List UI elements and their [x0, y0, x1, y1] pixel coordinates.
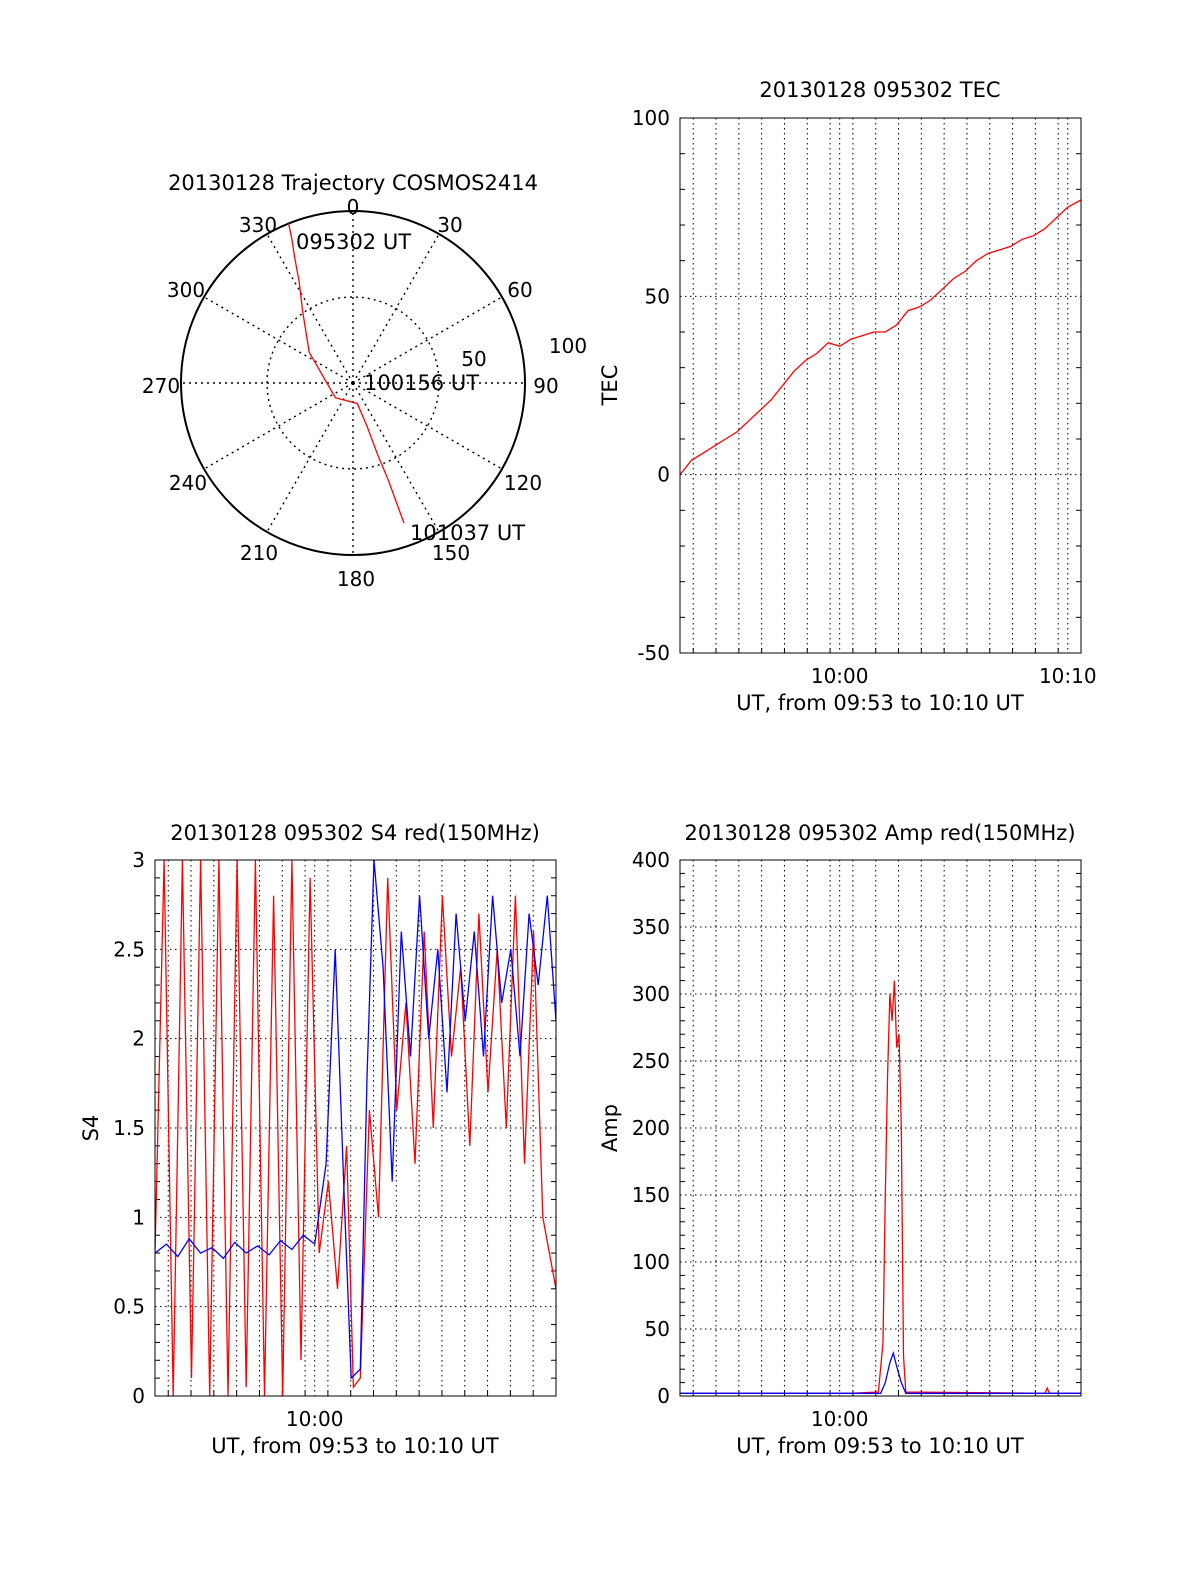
trajectory-mid-label: 100156 UT	[364, 371, 479, 395]
s4-line-chart: 20130128 095302 S4 red(150MHz) 0 0.5 1 1.5 2…	[79, 821, 557, 1458]
y-tick-label: 100	[632, 1250, 670, 1274]
polar-spoke-120	[352, 382, 503, 470]
y-tick-label: 150	[632, 1183, 670, 1207]
x-tick-label: 10:00	[811, 664, 869, 688]
s4-series	[155, 860, 556, 1396]
y-tick-label: 0	[657, 1384, 670, 1408]
tec-y-tick-labels: -50 0 50 100	[632, 106, 670, 665]
polar-angle-label-60: 60	[507, 278, 532, 302]
tec-x-axis-label: UT, from 09:53 to 10:10 UT	[736, 691, 1024, 715]
amp-x-axis-label: UT, from 09:53 to 10:10 UT	[736, 1434, 1024, 1458]
tec-series	[680, 199, 1081, 476]
tec-line-chart: 20130128 095302 TEC -50 0 50 100 10:00 10:10…	[598, 78, 1097, 715]
radial-label-50: 50	[461, 347, 486, 371]
tec-title: 20130128 095302 TEC	[759, 78, 1000, 102]
y-tick-label: 0.5	[113, 1295, 145, 1319]
s4-x-axis-label: UT, from 09:53 to 10:10 UT	[211, 1434, 499, 1458]
polar-angle-label-0: 0	[347, 195, 360, 219]
x-tick-label: 10:00	[286, 1407, 344, 1431]
y-tick-label: 350	[632, 915, 670, 939]
amp-title: 20130128 095302 Amp red(150MHz)	[684, 821, 1075, 845]
s4-x-tick-labels: 10:00	[286, 1407, 344, 1431]
y-tick-label: 0	[132, 1384, 145, 1408]
trajectory-end-label: 101037 UT	[410, 521, 525, 545]
polar-angle-labels: 0 30 60 90 120 150 180 210 240 270 300 330	[142, 195, 559, 591]
s4-y-axis-label: S4	[79, 1115, 103, 1142]
polar-angle-label-300: 300	[167, 278, 205, 302]
amp-plot-frame	[679, 859, 1082, 1397]
polar-outer-ring	[180, 210, 526, 556]
y-tick-label: 1	[132, 1205, 145, 1229]
amp-line-chart: 20130128 095302 Amp red(150MHz) 0 50 100 15…	[598, 821, 1082, 1458]
s4-y-tick-labels: 0 0.5 1 1.5 2 2.5 3	[113, 848, 145, 1408]
polar-angle-label-30: 30	[437, 213, 462, 237]
y-tick-label: 50	[645, 1317, 670, 1341]
tec-y-axis-label: TEC	[598, 365, 622, 407]
x-tick-label: 10:00	[811, 1407, 869, 1431]
y-tick-label: 50	[645, 284, 670, 308]
s4-title: 20130128 095302 S4 red(150MHz)	[170, 821, 540, 845]
polar-spoke-210	[266, 382, 354, 533]
y-tick-label: -50	[637, 641, 670, 665]
polar-spoke-30	[352, 233, 440, 384]
tec-grid	[680, 118, 1081, 653]
y-tick-label: 3	[132, 848, 145, 872]
y-tick-label: 100	[632, 106, 670, 130]
series-line-0	[680, 199, 1081, 476]
s4-plot-frame	[154, 859, 557, 1397]
trajectory-series-line	[287, 223, 405, 524]
polar-spoke-240	[203, 382, 354, 470]
series-line-1	[155, 860, 556, 1380]
polar-spoke-300	[203, 296, 354, 384]
trajectory-polar-chart: 20130128 Trajectory COSMOS2414 0 30 60 90 12…	[142, 171, 587, 591]
y-tick-label: 1.5	[113, 1116, 145, 1140]
polar-spoke-330	[266, 233, 354, 384]
y-tick-label: 0	[657, 463, 670, 487]
polar-spoke-150	[352, 382, 440, 533]
polar-angle-label-150: 150	[432, 541, 470, 565]
trajectory-title: 20130128 Trajectory COSMOS2414	[168, 171, 538, 195]
polar-spoke-60	[352, 296, 503, 384]
polar-angle-label-180: 180	[337, 567, 375, 591]
polar-angle-label-90: 90	[533, 374, 558, 398]
trajectory-start-label: 095302 UT	[296, 230, 411, 254]
series-line-0	[680, 980, 1081, 1394]
y-tick-label: 300	[632, 982, 670, 1006]
polar-angle-label-270: 270	[142, 374, 180, 398]
x-tick-label: 10:10	[1039, 664, 1097, 688]
polar-angle-label-240: 240	[169, 471, 207, 495]
radial-label-100: 100	[549, 334, 587, 358]
amp-y-axis-label: Amp	[598, 1104, 622, 1152]
amp-y-tick-labels: 0 50 100 150 200 250 300 350 400	[632, 848, 670, 1408]
tec-x-tick-labels: 10:00 10:10	[811, 664, 1097, 688]
y-tick-label: 2.5	[113, 937, 145, 961]
polar-angle-label-330: 330	[239, 213, 277, 237]
polar-angle-label-210: 210	[240, 541, 278, 565]
polar-angle-label-120: 120	[504, 471, 542, 495]
tec-plot-frame	[679, 117, 1082, 654]
amp-series	[680, 980, 1081, 1394]
y-tick-label: 250	[632, 1049, 670, 1073]
y-tick-label: 400	[632, 848, 670, 872]
polar-grid	[180, 210, 526, 556]
amp-x-tick-labels: 10:00	[811, 1407, 869, 1431]
y-tick-label: 200	[632, 1116, 670, 1140]
y-tick-label: 2	[132, 1027, 145, 1051]
series-line-1	[680, 1350, 1081, 1394]
